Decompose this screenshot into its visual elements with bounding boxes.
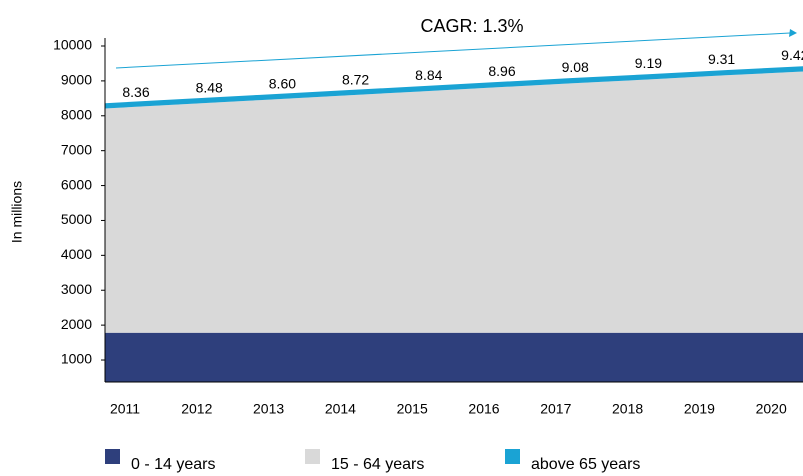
x-tick-label: 2020 (756, 401, 787, 417)
legend-text: above 65 years (531, 456, 640, 473)
x-tick-label: 2017 (540, 401, 571, 417)
legend-text: 0 - 14 years (131, 456, 215, 473)
data-label: 9.42 (781, 47, 803, 63)
legend-text: 15 - 64 years (331, 456, 424, 473)
legend-swatch (105, 449, 120, 464)
area (105, 66, 803, 109)
y-tick-label: 6000 (61, 176, 92, 192)
y-tick-label: 10000 (53, 37, 92, 53)
y-tick-label: 1000 (61, 351, 92, 367)
x-tick-label: 2018 (612, 401, 643, 417)
y-tick-label: 8000 (61, 106, 92, 122)
y-axis-label: In millions (9, 181, 25, 243)
data-label: 8.36 (122, 84, 149, 100)
x-tick-label: 2015 (397, 401, 428, 417)
y-tick-label: 9000 (61, 72, 92, 88)
y-tick-label: 7000 (61, 141, 92, 157)
y-tick-label: 5000 (61, 211, 92, 227)
x-tick-label: 2019 (684, 401, 715, 417)
legend-swatch (305, 449, 320, 464)
data-label: 8.60 (269, 76, 296, 92)
plot-area (105, 66, 803, 382)
legend-swatch (505, 449, 520, 464)
data-label: 8.48 (196, 80, 223, 96)
data-label: 9.31 (708, 51, 735, 67)
x-tick-label: 2012 (181, 401, 212, 417)
x-tick-label: 2013 (253, 401, 284, 417)
y-tick-label: 3000 (61, 281, 92, 297)
cagr-arrow (115, 32, 791, 69)
cagr-arrowhead (789, 29, 797, 37)
y-tick-label: 4000 (61, 246, 92, 262)
data-label: 8.84 (415, 67, 442, 83)
x-tick-label: 2011 (110, 401, 140, 417)
y-tick-label: 2000 (61, 316, 92, 332)
annotation: CAGR: 1.3% (420, 16, 523, 36)
data-label: 9.19 (635, 55, 662, 71)
area (105, 71, 803, 333)
x-tick-label: 2016 (468, 401, 499, 417)
data-label: 9.08 (562, 59, 589, 75)
x-tick-label: 2014 (325, 401, 356, 417)
data-label: 8.96 (488, 63, 515, 79)
data-label: 8.72 (342, 71, 369, 87)
area (105, 332, 803, 382)
